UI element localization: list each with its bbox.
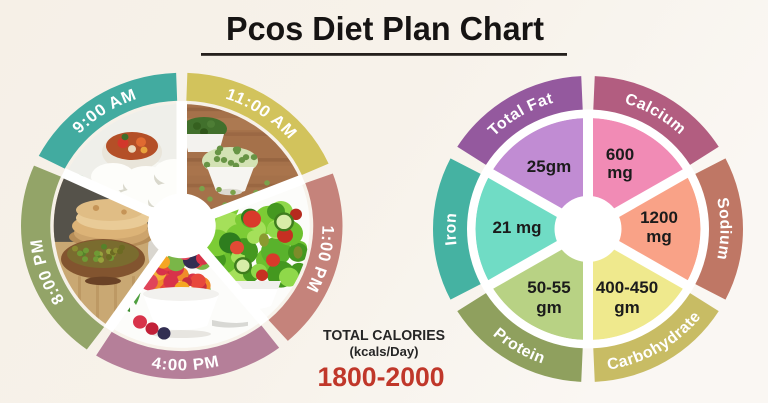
svg-text:1800-2000: 1800-2000 (318, 362, 445, 392)
svg-text:Pcos Diet Plan Chart: Pcos Diet Plan Chart (226, 11, 544, 48)
svg-text:25gm: 25gm (527, 157, 571, 176)
svg-text:TOTAL CALORIES: TOTAL CALORIES (323, 328, 445, 344)
svg-text:mg: mg (607, 163, 632, 182)
svg-text:gm: gm (614, 298, 639, 317)
svg-text:21 mg: 21 mg (492, 218, 541, 237)
svg-text:(kcals/Day): (kcals/Day) (350, 345, 419, 359)
svg-text:600: 600 (606, 145, 634, 164)
svg-text:1200: 1200 (640, 208, 678, 227)
svg-text:Sodium: Sodium (713, 196, 734, 261)
svg-text:mg: mg (646, 227, 671, 246)
svg-text:gm: gm (536, 298, 561, 317)
svg-text:50-55: 50-55 (527, 278, 570, 297)
svg-text:400-450: 400-450 (596, 278, 658, 297)
svg-text:Iron: Iron (442, 212, 460, 246)
svg-text:4:00 PM: 4:00 PM (150, 352, 221, 375)
